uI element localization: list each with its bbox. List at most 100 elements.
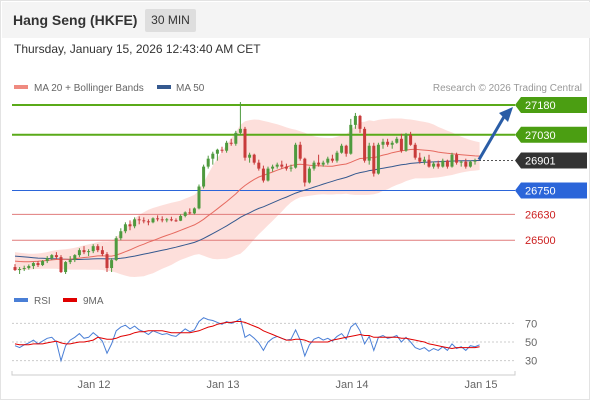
candle	[390, 140, 394, 149]
candle	[54, 252, 58, 260]
candle-body	[280, 164, 284, 167]
legend-label-9ma: 9MA	[83, 296, 104, 307]
candle-body	[59, 257, 63, 273]
candle	[307, 166, 311, 184]
candle-body	[284, 166, 288, 169]
candle	[261, 165, 265, 183]
candle-body	[146, 221, 150, 223]
candle-body	[73, 255, 77, 261]
candle-body	[22, 268, 26, 270]
candle-body	[110, 260, 114, 269]
candle-body	[64, 262, 68, 273]
last-label-box	[515, 152, 587, 169]
candle	[119, 228, 123, 241]
candle	[445, 159, 449, 169]
candle-body	[87, 251, 91, 253]
candle	[271, 164, 275, 172]
candle	[202, 164, 206, 189]
legend-swatch-rsi	[14, 298, 28, 302]
candle	[266, 166, 270, 182]
candle-body	[165, 219, 169, 221]
candle-body	[248, 154, 252, 158]
pivot-label: 26750	[525, 185, 556, 197]
candle	[441, 158, 445, 168]
candle-body	[243, 128, 247, 158]
candle-body	[266, 168, 270, 181]
candle	[367, 142, 371, 165]
rsi-panel: 70 50 30	[12, 317, 537, 368]
x-axis-line	[11, 371, 516, 376]
level-lines	[12, 103, 515, 241]
candle-body	[169, 219, 173, 221]
resistance-label-box	[515, 96, 587, 113]
x-tick-label: Jan 14	[335, 379, 368, 391]
candle	[468, 160, 472, 168]
candle-body	[220, 149, 224, 151]
candle-body	[344, 145, 348, 154]
candle	[146, 219, 150, 226]
candle	[73, 254, 77, 263]
forecast-arrow-head	[499, 106, 513, 122]
candle	[234, 130, 238, 146]
candle-body	[445, 160, 449, 167]
candle-body	[202, 166, 206, 187]
candle-body	[459, 161, 463, 163]
candle-body	[91, 246, 95, 252]
candle-body	[18, 269, 22, 271]
candle-body	[367, 145, 371, 161]
candle	[464, 158, 468, 169]
candle	[312, 160, 316, 171]
rsi-tick-label: 30	[525, 356, 537, 368]
candle-body	[436, 163, 440, 167]
x-tick-label: Jan 13	[206, 379, 239, 391]
candle	[344, 144, 348, 157]
candle	[105, 252, 109, 273]
timeframe-button[interactable]: 30 MIN	[145, 9, 196, 32]
candle-body	[409, 134, 413, 145]
candle	[358, 114, 362, 133]
candle-body	[41, 261, 45, 266]
candle	[455, 152, 459, 165]
candle	[50, 254, 54, 261]
candle-body	[211, 153, 215, 159]
candle	[248, 152, 252, 163]
level-labels: 27180 27030 26901 26750 26630 26500	[515, 96, 587, 247]
ma20-line	[14, 148, 480, 263]
candle	[36, 261, 40, 268]
candle	[59, 255, 63, 274]
candle	[340, 143, 344, 154]
candle	[395, 136, 399, 144]
candle-body	[335, 152, 339, 161]
candle-body	[82, 250, 86, 253]
candle	[142, 217, 146, 224]
legend-label-ma20-bollinger: MA 20 + Bollinger Bands	[34, 83, 144, 94]
candle	[386, 138, 390, 147]
candle-body	[252, 154, 256, 163]
candle-body	[174, 220, 178, 222]
candle	[206, 155, 210, 169]
candle	[238, 101, 242, 135]
candle	[422, 156, 426, 165]
candle	[330, 154, 334, 163]
rsi-9ma-line	[14, 321, 480, 350]
candle	[128, 220, 132, 231]
candle-body	[128, 224, 132, 227]
candle	[289, 164, 293, 172]
candle	[376, 142, 380, 175]
candle	[188, 208, 192, 215]
candle	[473, 158, 477, 165]
candle	[13, 264, 17, 272]
resistance-label: 27030	[525, 130, 556, 142]
candle	[372, 142, 376, 177]
candle	[427, 154, 431, 168]
candle-body	[137, 219, 141, 221]
candle-body	[321, 162, 325, 165]
candle-body	[275, 164, 279, 167]
candle	[174, 218, 178, 222]
candle-body	[432, 163, 436, 167]
candle	[110, 258, 114, 273]
candle-body	[36, 263, 40, 266]
candle	[349, 118, 353, 155]
candle	[399, 133, 403, 153]
candle-body	[303, 158, 307, 183]
